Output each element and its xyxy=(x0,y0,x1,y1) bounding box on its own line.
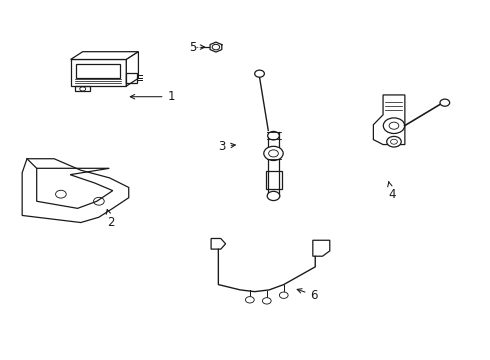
Circle shape xyxy=(263,298,271,304)
Text: 5: 5 xyxy=(189,41,205,54)
Circle shape xyxy=(279,292,288,298)
Circle shape xyxy=(440,99,450,106)
Circle shape xyxy=(245,297,254,303)
Polygon shape xyxy=(126,52,138,86)
Text: 3: 3 xyxy=(219,140,235,153)
Polygon shape xyxy=(71,52,138,59)
Polygon shape xyxy=(313,240,330,256)
Circle shape xyxy=(387,136,401,147)
Polygon shape xyxy=(266,171,282,189)
Text: 2: 2 xyxy=(106,210,115,229)
Circle shape xyxy=(267,192,280,201)
Text: 4: 4 xyxy=(388,182,395,201)
Polygon shape xyxy=(373,95,405,145)
Circle shape xyxy=(268,131,279,140)
Circle shape xyxy=(255,70,265,77)
Polygon shape xyxy=(211,238,225,249)
Polygon shape xyxy=(71,59,126,86)
Circle shape xyxy=(264,146,283,161)
Circle shape xyxy=(383,118,405,134)
Text: 6: 6 xyxy=(297,289,318,302)
Polygon shape xyxy=(22,159,129,222)
Text: 1: 1 xyxy=(130,90,175,103)
